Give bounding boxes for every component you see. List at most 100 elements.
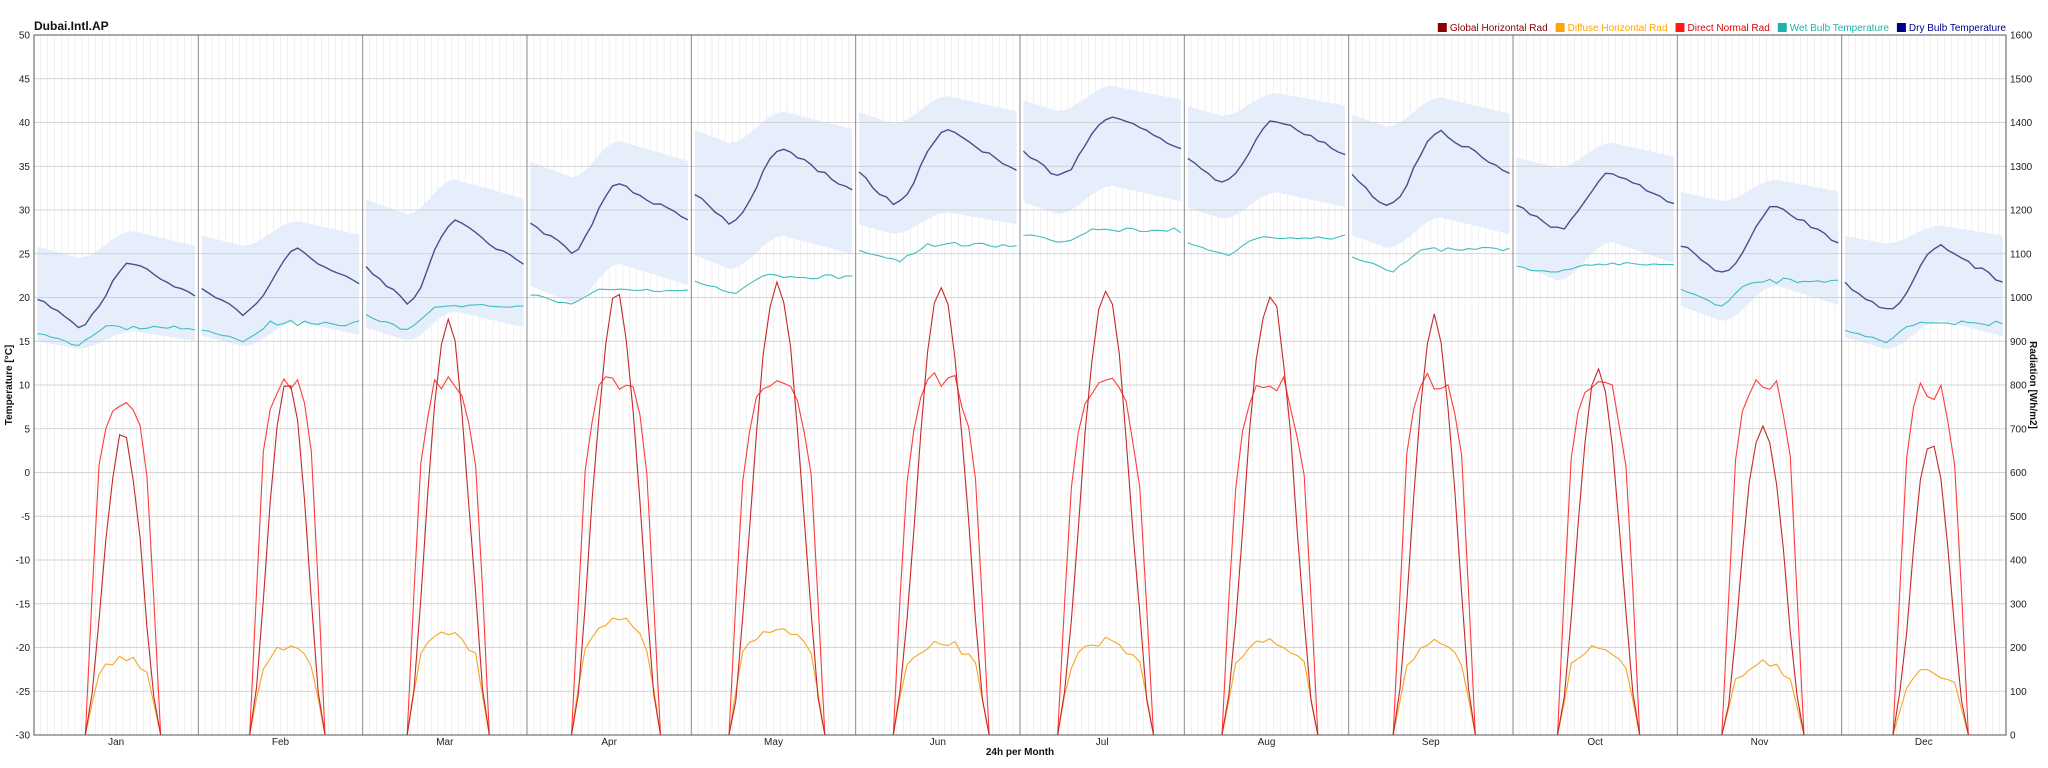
legend: Dry Bulb Temperature Wet Bulb Temperature… xyxy=(1437,23,2007,34)
dry-bulb-line-jun xyxy=(858,128,1017,206)
left-tick-label: 30 xyxy=(19,206,31,217)
month-tick-labels: Jan Feb Mar Apr May Jun Jul Aug Sep Oct Nov Dec xyxy=(108,737,1933,748)
left-tick-label: 50 xyxy=(19,31,31,42)
wet-bulb-line-jul xyxy=(1023,227,1182,243)
right-tick-label: 400 xyxy=(2010,556,2027,567)
dry-bulb-band-nov xyxy=(1680,179,1839,321)
wet-bulb-line-nov xyxy=(1680,277,1839,307)
legend-label: Global Horizontal Rad xyxy=(1450,23,1548,34)
x-axis-label: 24h per Month xyxy=(986,747,1054,758)
wet-bulb-line-jan xyxy=(37,324,196,346)
left-tick-label: -20 xyxy=(16,643,31,654)
dry-bulb-line-dec xyxy=(1844,243,2003,310)
dry-bulb-line-feb xyxy=(201,247,360,317)
left-tick-label: 35 xyxy=(19,162,31,173)
month-label: Feb xyxy=(272,737,290,748)
right-axis-ticks: 0 100 200 300 400 500 600 700 800 900 1000 1100 1200… xyxy=(2010,31,2033,742)
legend-swatch xyxy=(1437,23,1447,32)
left-tick-label: 25 xyxy=(19,249,31,260)
right-axis-label: Radiation [Wh/m2] xyxy=(2027,341,2038,429)
right-tick-label: 1500 xyxy=(2010,74,2033,85)
right-tick-label: 1400 xyxy=(2010,118,2033,129)
dry-bulb-line-jan xyxy=(37,262,196,329)
month-label: May xyxy=(764,737,783,748)
left-tick-label: 5 xyxy=(24,424,30,435)
right-tick-label: 1600 xyxy=(2010,31,2033,42)
month-label: Jan xyxy=(108,737,124,748)
month-label: Sep xyxy=(1422,737,1440,748)
dry-bulb-band-aug xyxy=(1187,93,1346,219)
legend-label: Dry Bulb Temperature xyxy=(1909,23,2007,34)
dry-bulb-line-apr xyxy=(530,183,689,255)
dry-bulb-band-jul xyxy=(1023,85,1181,214)
dry-bulb-band-may xyxy=(694,111,853,269)
legend-swatch xyxy=(1675,23,1685,32)
left-tick-label: -10 xyxy=(16,556,31,567)
wet-bulb-line-feb xyxy=(201,319,360,343)
legend-label: Wet Bulb Temperature xyxy=(1790,23,1890,34)
right-tick-label: 0 xyxy=(2010,731,2016,742)
dry-bulb-band-mar xyxy=(366,179,524,341)
left-axis-ticks: -30 -25 -20 -15 -10 -5 0 5 10 15 20 25 30 35 40 45 50 xyxy=(16,31,31,742)
right-tick-label: 1100 xyxy=(2010,249,2032,260)
right-tick-label: 1200 xyxy=(2010,206,2033,217)
dry-bulb-line-jul xyxy=(1022,116,1182,177)
legend-swatch xyxy=(1555,23,1565,32)
wet-bulb-line-dec xyxy=(1844,320,2003,344)
legend-label: Direct Normal Rad xyxy=(1688,23,1770,34)
right-tick-label: 500 xyxy=(2010,512,2027,523)
left-tick-label: -30 xyxy=(16,731,31,742)
right-tick-label: 900 xyxy=(2010,337,2027,348)
dry-bulb-band-jan xyxy=(37,231,195,349)
month-label: Nov xyxy=(1751,737,1769,748)
legend-swatch xyxy=(1777,23,1787,32)
dry-bulb-band-dec xyxy=(1845,225,2003,350)
dry-bulb-band-apr xyxy=(530,141,688,303)
dry-bulb-line-mar xyxy=(365,219,524,305)
left-tick-label: -25 xyxy=(16,687,31,698)
dry-bulb-line-oct xyxy=(1516,172,1675,230)
right-tick-label: 1300 xyxy=(2010,162,2033,173)
left-tick-label: 15 xyxy=(19,337,31,348)
left-tick-label: 40 xyxy=(19,118,31,129)
wet-bulb-line-mar xyxy=(365,303,524,330)
chart-title: Dubai.Intl.AP xyxy=(34,19,109,33)
dry-bulb-line-may xyxy=(694,148,853,226)
legend-label: Diffuse Horizontal Rad xyxy=(1568,23,1668,34)
dry-bulb-band-feb xyxy=(201,221,360,347)
right-tick-label: 200 xyxy=(2010,643,2027,654)
wet-bulb-line-may xyxy=(694,273,853,294)
dry-bulb-line-nov xyxy=(1680,205,1839,273)
left-tick-label: 10 xyxy=(19,381,31,392)
wet-bulb-line-jun xyxy=(858,241,1017,263)
legend-swatch xyxy=(1896,23,1906,32)
month-label: Dec xyxy=(1915,737,1933,748)
month-label: Jun xyxy=(930,737,946,748)
month-label: Mar xyxy=(436,737,454,748)
month-label: Jul xyxy=(1096,737,1109,748)
left-tick-label: -15 xyxy=(16,599,31,610)
dry-bulb-line-sep xyxy=(1351,129,1510,207)
right-tick-label: 600 xyxy=(2010,468,2027,479)
wet-bulb-line-oct xyxy=(1516,262,1674,273)
plot-frame xyxy=(33,34,2007,736)
wet-bulb-line-apr xyxy=(530,288,688,305)
right-tick-label: 700 xyxy=(2010,424,2027,435)
month-label: Aug xyxy=(1258,737,1276,748)
right-tick-label: 300 xyxy=(2010,599,2027,610)
left-tick-label: 0 xyxy=(24,468,30,479)
month-label: Oct xyxy=(1587,737,1603,748)
dry-bulb-band-oct xyxy=(1516,142,1674,281)
left-axis-label: Temperature [°C] xyxy=(4,345,15,426)
major-gridlines xyxy=(34,34,2006,736)
dry-bulb-line-aug xyxy=(1187,120,1346,183)
dry-bulb-band-jun xyxy=(859,96,1017,234)
month-label: Apr xyxy=(601,737,617,748)
dry-bulb-range-band xyxy=(37,85,2003,350)
right-tick-label: 100 xyxy=(2010,687,2027,698)
wet-bulb-line-aug xyxy=(1187,234,1346,257)
right-tick-label: 1000 xyxy=(2010,293,2033,304)
left-tick-label: 20 xyxy=(19,293,31,304)
left-tick-label: 45 xyxy=(19,74,31,85)
